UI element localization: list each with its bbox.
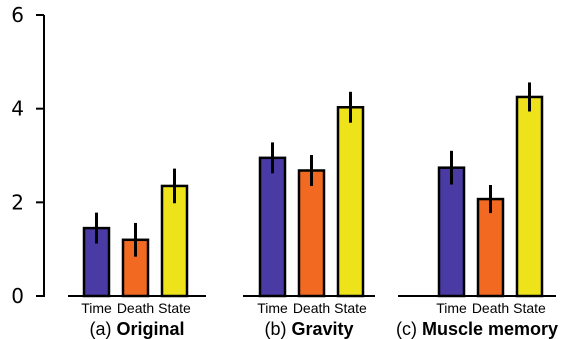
x-tick-label: Death <box>293 300 330 316</box>
x-tick-label: Death <box>117 300 154 316</box>
panel-title-name: Muscle memory <box>422 319 558 339</box>
panel-title-prefix: (a) <box>89 319 116 339</box>
bar-time <box>258 156 287 298</box>
x-tick-label: Time <box>257 300 288 316</box>
y-tick-label: 6 <box>11 3 24 27</box>
panel-title: (c) Muscle memory <box>396 319 558 339</box>
panel-3: Time Death State (c) Muscle memory <box>396 82 558 339</box>
y-axis-ticks: 0 2 4 6 <box>11 3 44 308</box>
bar-state <box>336 106 365 298</box>
y-tick-label: 2 <box>11 190 24 214</box>
x-tick-label: Time <box>436 300 467 316</box>
panel-title-name: Original <box>116 319 184 339</box>
panel-title: (b) Gravity <box>264 319 353 339</box>
panel-title-prefix: (c) <box>396 319 422 339</box>
panel-title: (a) Original <box>89 319 184 339</box>
y-tick-label: 0 <box>11 284 24 308</box>
y-tick-label: 4 <box>11 97 24 121</box>
bar-state <box>160 184 189 298</box>
panel-1: Time Death State (a) Original <box>68 168 206 339</box>
panel-2: Time Death State (b) Gravity <box>243 91 375 339</box>
bar-time <box>437 166 466 298</box>
x-tick-label: Death <box>472 300 509 316</box>
x-tick-label: State <box>513 300 546 316</box>
bar-death <box>476 197 505 298</box>
x-tick-label: State <box>334 300 367 316</box>
panel-title-name: Gravity <box>291 319 353 339</box>
bar-death <box>297 169 326 298</box>
bar-state <box>515 95 544 298</box>
x-tick-label: Time <box>81 300 112 316</box>
panel-title-prefix: (b) <box>264 319 291 339</box>
x-tick-label: State <box>158 300 191 316</box>
